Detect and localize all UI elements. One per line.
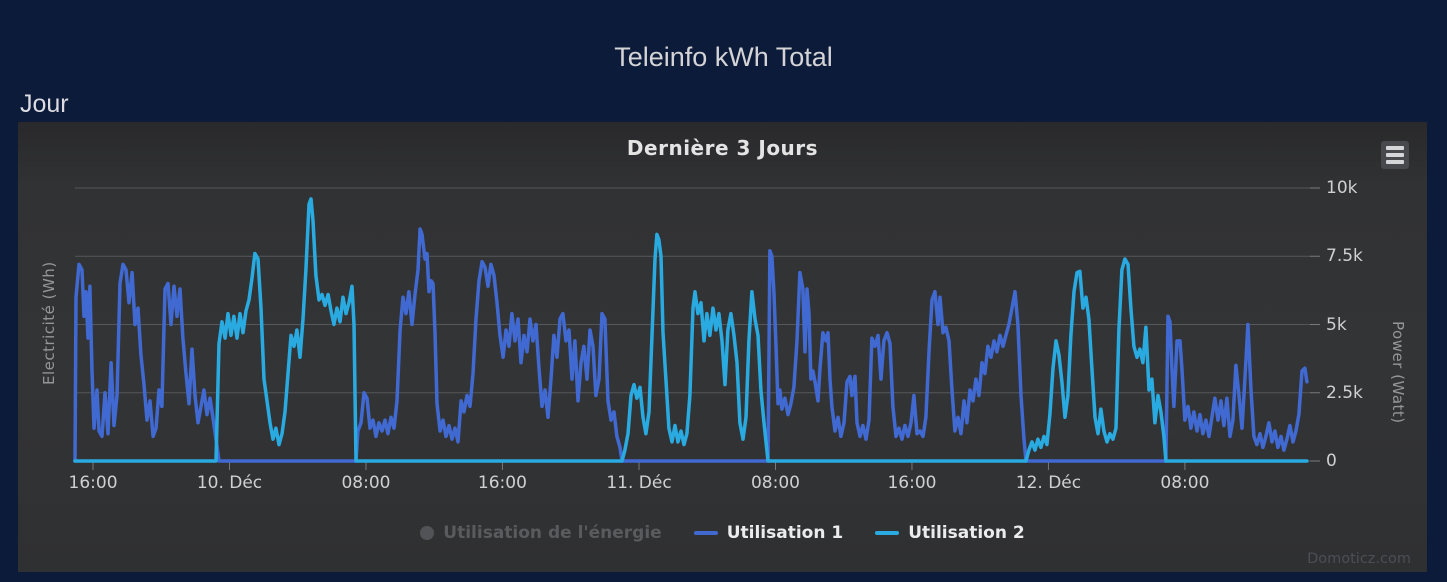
plot-area[interactable]	[18, 122, 1427, 572]
legend-item-utilisation-de-l-nergie[interactable]: Utilisation de l'énergie	[420, 523, 662, 543]
legend-line-marker-icon	[875, 531, 900, 535]
legend-item-utilisation-2[interactable]: Utilisation 2	[875, 523, 1025, 543]
y-tick-label: 7.5k	[1326, 246, 1363, 267]
y-axis-right-title: Power (Watt)	[1389, 320, 1407, 424]
x-tick-label: 16:00	[477, 473, 527, 493]
x-tick-label: 16:00	[68, 473, 118, 493]
legend-line-marker-icon	[693, 531, 718, 535]
watermark: Domoticz.com	[1307, 551, 1411, 567]
chart-context-menu-button[interactable]	[1381, 141, 1409, 169]
x-tick-label: 12. Déc	[1015, 473, 1082, 493]
y-tick-label: 2.5k	[1326, 382, 1363, 403]
y-tick-label: 10k	[1326, 178, 1358, 198]
x-tick-label: 08:00	[750, 473, 800, 493]
x-tick-label: 11. Déc	[606, 473, 672, 493]
page-title: Teleinfo kWh Total	[614, 42, 833, 72]
x-tick-label: 08:00	[341, 473, 391, 493]
x-tick-label: 08:00	[1160, 473, 1210, 493]
legend-item-label: Utilisation 2	[908, 523, 1025, 543]
series-utilisation-2[interactable]	[73, 197, 1309, 463]
legend-item-label: Utilisation de l'énergie	[443, 523, 662, 543]
legend-circle-marker-icon	[420, 526, 435, 540]
y-tick-label: 0	[1326, 451, 1337, 471]
legend-item-label: Utilisation 1	[726, 523, 844, 543]
chart-title: Dernière 3 Jours	[626, 136, 819, 160]
tab-jour-label: Jour	[20, 90, 69, 118]
x-tick-label: 16:00	[887, 473, 937, 493]
chart-panel: Dernière 3 Jours Electricité (Wh) Power …	[18, 122, 1427, 572]
legend: Utilisation de l'énergie Utilisation 1 Uti…	[18, 523, 1427, 543]
x-tick-label: 10. Déc	[196, 473, 263, 493]
legend-item-utilisation-1[interactable]: Utilisation 1	[693, 523, 844, 543]
y-tick-label: 5k	[1326, 314, 1347, 335]
